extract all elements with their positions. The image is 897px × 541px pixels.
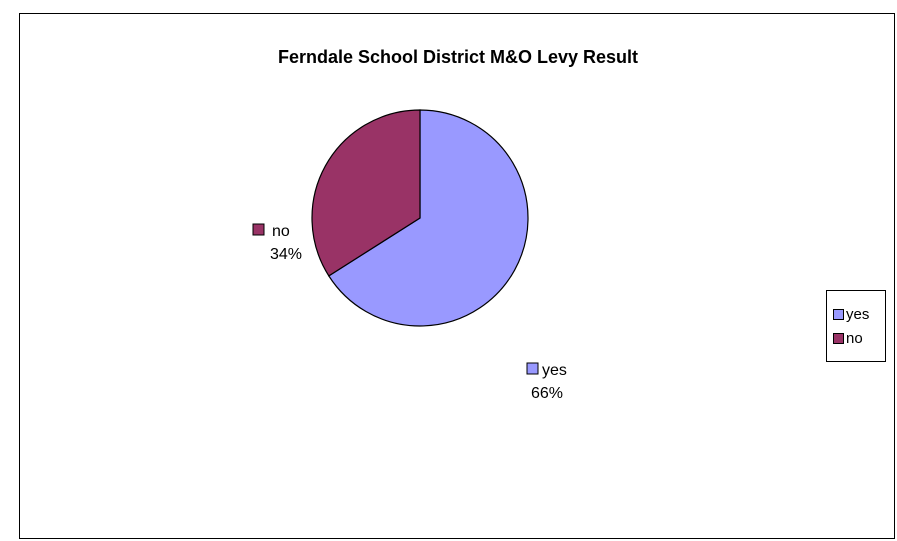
legend-item-no: no — [833, 328, 863, 348]
chart-title: Ferndale School District M&O Levy Result — [277, 47, 639, 67]
legend-item-yes: yes — [833, 304, 869, 324]
data-label-name-no: no — [272, 223, 290, 240]
legend-swatch-yes — [833, 308, 844, 320]
pie-slice-no — [311, 109, 421, 277]
data-label-swatch-no — [252, 223, 265, 236]
legend-label-yes: yes — [846, 305, 870, 323]
legend-label-no: no — [846, 329, 863, 347]
legend-swatch-no — [833, 332, 844, 344]
chart-area: Ferndale School District M&O Levy Result… — [19, 13, 895, 539]
data-label-name-yes: yes — [542, 362, 567, 379]
pie-slice-yes — [327, 109, 529, 327]
pie-chart: yes 66% no 34% — [252, 109, 567, 402]
legend: yes no — [826, 290, 886, 362]
data-label-percent-yes: 66% — [531, 385, 563, 402]
data-label-percent-no: 34% — [270, 246, 302, 263]
data-label-swatch-yes — [526, 362, 539, 375]
